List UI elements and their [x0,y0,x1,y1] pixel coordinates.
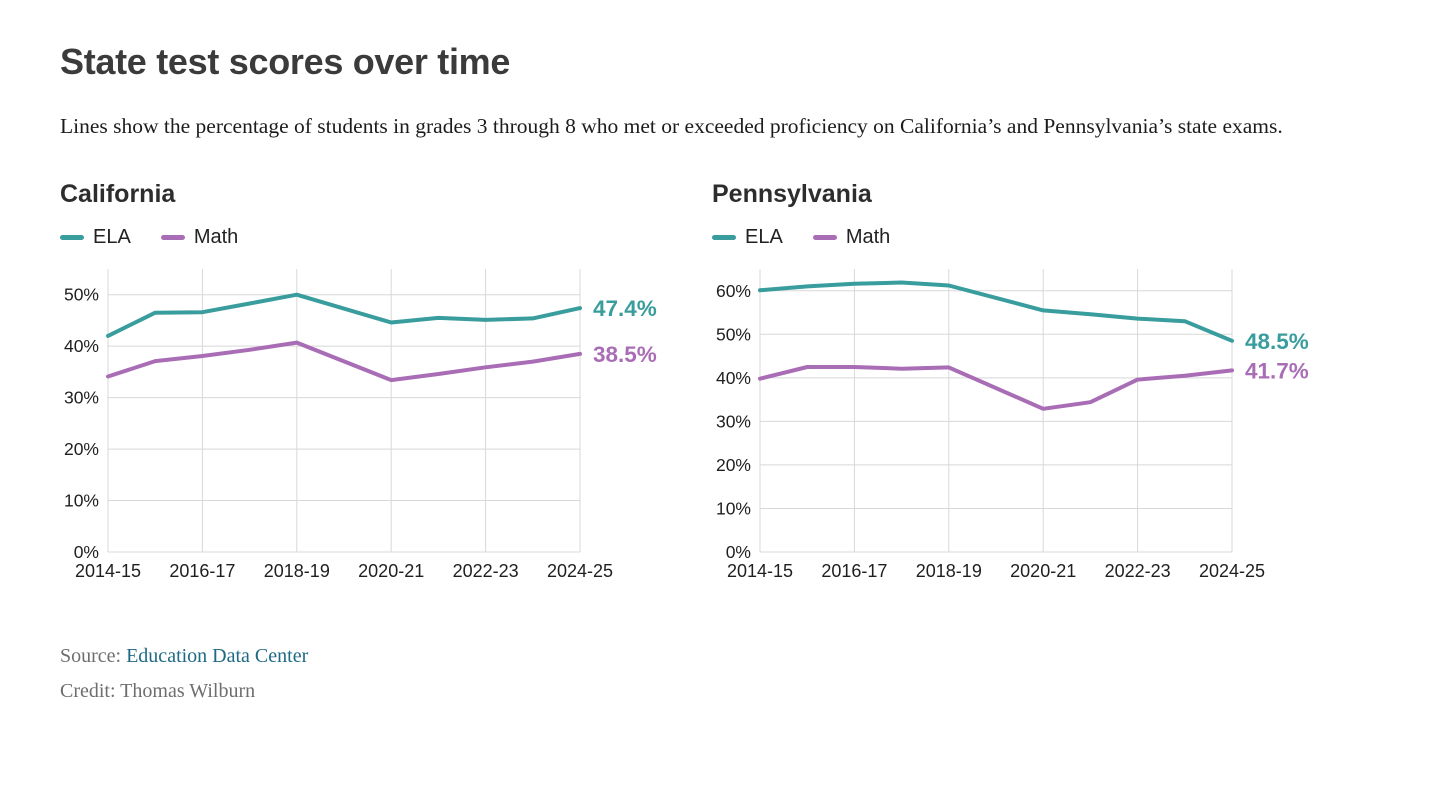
source-line: Source: Education Data Center [60,643,1380,669]
legend-california: ELA Math [60,223,712,251]
y-axis-tick-label: 20% [64,439,99,459]
legend-label-math: Math [845,225,891,248]
charts-row: California ELA Math 0% 10% 20% 30% 40% 50% 201… [60,179,1380,587]
page-subtitle: Lines show the percentage of students in… [60,114,1283,139]
y-axis-tick-label: 20% [716,455,751,475]
x-axis-tick-label: 2020-21 [1010,561,1076,581]
series-line-math [106,340,582,383]
ela-color-swatch [60,234,84,240]
x-axis-tick-label: 2024-25 [1199,561,1265,581]
legend-pennsylvania: ELA Math [712,223,1364,251]
california-line-chart: 0% 10% 20% 30% 40% 50% 2014-15 2016-17 2018-19 20… [64,269,657,581]
x-axis-tick-label: 2016-17 [821,561,887,581]
y-axis-tick-label: 0% [726,542,751,562]
article: State test scores over time Lines show t… [60,41,1380,704]
credit-line: Credit: Thomas Wilburn [60,680,256,702]
source-label: Source: [60,645,122,667]
legend-label-ela: ELA [745,225,783,248]
x-axis-tick-label: 2018-19 [264,561,330,581]
chart-block-pennsylvania: Pennsylvania ELA Math 0% 10% 20% 30% 40% 50% 6… [712,179,1364,587]
y-axis-tick-label: 40% [716,368,751,388]
y-axis-tick-label: 40% [64,336,99,356]
page-footer: Source: Education Data Center Credit: Th… [60,643,1380,704]
x-axis-tick-label: 2022-23 [1105,561,1171,581]
math-color-swatch [160,234,185,240]
y-axis-tick-label: 50% [64,285,99,305]
y-axis-tick-label: 10% [64,491,99,511]
y-axis-tick-label: 0% [74,542,99,562]
series-line-ela [106,292,582,338]
x-axis-tick-label: 2018-19 [916,561,982,581]
series-end-label-math: 41.7% [1245,358,1309,383]
x-axis-tick-label: 2020-21 [358,561,424,581]
y-axis-tick-label: 60% [716,281,751,301]
series-line-ela [758,280,1234,343]
y-axis-tick-label: 50% [716,324,751,344]
legend-item-ela: ELA [712,226,783,249]
series-end-label-ela: 48.5% [1245,329,1309,354]
series-line-math [758,365,1234,411]
y-axis-tick-label: 30% [716,411,751,431]
legend-label-math: Math [193,225,239,248]
x-axis-tick-label: 2022-23 [453,561,519,581]
series-end-label-ela: 47.4% [593,296,657,321]
y-axis-tick-label: 10% [716,498,751,518]
legend-item-math: Math [160,225,239,249]
page-title: State test scores over time [60,41,511,82]
math-color-swatch [812,234,837,240]
pennsylvania-line-chart: 0% 10% 20% 30% 40% 50% 60% 2014-15 2016-17 2018-1… [716,269,1309,581]
chart-title-pennsylvania: Pennsylvania [712,180,872,208]
x-axis-tick-label: 2014-15 [75,561,141,581]
x-axis-tick-label: 2016-17 [169,561,235,581]
x-axis-tick-label: 2024-25 [547,561,613,581]
source-link[interactable]: Education Data Center [126,645,309,667]
chart-title-california: California [60,180,176,208]
ela-color-swatch [712,234,736,240]
legend-item-ela: ELA [60,226,131,249]
x-axis-tick-label: 2014-15 [727,561,793,581]
legend-label-ela: ELA [93,225,131,248]
y-axis-tick-label: 30% [64,388,99,408]
chart-block-california: California ELA Math 0% 10% 20% 30% 40% 50% 201… [60,179,712,587]
legend-item-math: Math [812,225,891,249]
series-end-label-math: 38.5% [593,342,657,367]
